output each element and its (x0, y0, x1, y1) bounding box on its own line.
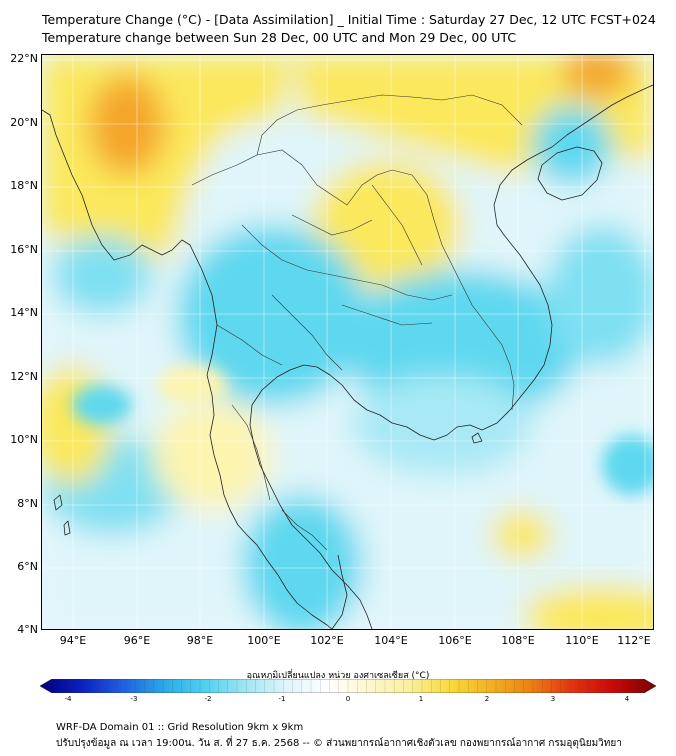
lon-label: 104°E (374, 634, 408, 647)
field-cyan-malaya (242, 495, 362, 629)
lat-label: 22°N (10, 52, 38, 65)
field-yellow-scs-south (492, 510, 552, 560)
field-lightcyan-gulf (352, 375, 532, 475)
field-orange-china (562, 55, 632, 98)
field-cyan-small (72, 385, 132, 425)
coast-china (539, 84, 653, 154)
colorbar-tick: 2 (484, 695, 490, 703)
border-internal-9 (281, 509, 328, 551)
border-thai-laos (191, 149, 515, 411)
border-internal-1 (241, 224, 453, 301)
field-cyan-hainan (532, 105, 612, 185)
border-internal-7 (291, 214, 373, 236)
temperature-field (42, 55, 653, 629)
field-yellow-laos (312, 160, 462, 290)
lon-label: 96°E (123, 634, 151, 647)
lon-label: 98°E (186, 634, 214, 647)
colorbar-tick: -4 (64, 695, 72, 703)
border-internal-8 (231, 404, 271, 501)
coast-malaya-west (229, 509, 333, 629)
lat-label: 14°N (10, 306, 38, 319)
coast-myanmar (42, 109, 231, 511)
island-andaman (53, 494, 63, 511)
borders (191, 94, 523, 551)
lat-label: 16°N (10, 243, 38, 256)
chart-subtitle: Temperature change between Sun 28 Dec, 0… (42, 30, 517, 45)
border-internal-3 (341, 304, 433, 326)
field-cyan-thailand (177, 225, 367, 405)
colorbar (40, 679, 656, 693)
field-yellow-southeast (522, 585, 653, 629)
border-internal-5 (371, 184, 423, 266)
colorbar-tick: 3 (550, 695, 556, 703)
border-internal-4 (216, 324, 283, 366)
coast-malaya-east (331, 554, 348, 629)
field-paleyellow-small (157, 365, 227, 405)
colorbar-tick: -2 (204, 695, 212, 703)
island-nicobar (63, 520, 71, 536)
temperature-change-map (42, 55, 653, 629)
lon-label: 110°E (565, 634, 599, 647)
chart-title: Temperature Change (°C) - [Data Assimila… (42, 12, 656, 27)
lat-label: 8°N (17, 497, 38, 510)
lon-label: 112°E (617, 634, 651, 647)
colorbar-tick: -3 (130, 695, 138, 703)
lat-label: 6°N (17, 560, 38, 573)
lon-label: 94°E (59, 634, 87, 647)
lat-label: 12°N (10, 370, 38, 383)
footer-resolution: WRF-DA Domain 01 :: Grid Resolution 9km … (56, 722, 304, 733)
lon-label: 100°E (247, 634, 281, 647)
lon-label: 106°E (438, 634, 472, 647)
field-cyan-small-east (602, 435, 653, 495)
lat-label: 20°N (10, 116, 38, 129)
map-panel (41, 54, 654, 630)
colorbar-tick: 1 (418, 695, 424, 703)
lat-label: 18°N (10, 179, 38, 192)
graticule (42, 55, 653, 629)
lon-label: 108°E (501, 634, 535, 647)
field-orange-myanmar (89, 75, 165, 175)
lat-label: 10°N (10, 433, 38, 446)
coast-hainan (537, 146, 603, 201)
colorbar-tick: 0 (345, 695, 351, 703)
colorbar-title: อุณหภูมิเปลี่ยนแปลง หน่วย องศาเซลเซียส (… (246, 671, 430, 681)
colorbar-tick: -1 (278, 695, 286, 703)
border-internal-6 (256, 94, 523, 156)
field-paleyellow-andaman (152, 400, 272, 510)
footer-credit: ปรับปรุงข้อมูล ณ เวลา 19:00น. วัน ส. ที่… (56, 738, 622, 749)
field-cyan-scs (547, 225, 653, 365)
lat-label: 4°N (17, 623, 38, 636)
colorbar-fill (40, 679, 656, 693)
field-cyan-andaman (52, 235, 152, 315)
coast-gulf-vietnam (249, 152, 553, 629)
border-internal-2 (271, 294, 343, 371)
lon-label: 102°E (310, 634, 344, 647)
coastlines (42, 84, 653, 629)
island-vietnam (471, 432, 483, 444)
colorbar-tick: 4 (624, 695, 630, 703)
